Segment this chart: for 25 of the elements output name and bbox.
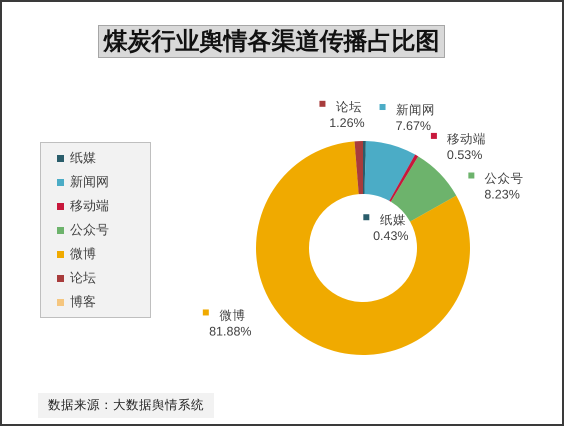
legend-label: 公众号: [484, 172, 524, 186]
data-label: 0.43%: [373, 229, 409, 244]
legend-label: 移动端: [447, 132, 486, 146]
legend-label: 博客: [70, 293, 96, 311]
donut-slice: [389, 154, 418, 202]
data-label: 81.88%: [209, 324, 252, 338]
data-label: 7.67%: [396, 119, 432, 134]
donut-slice: [364, 141, 416, 201]
source-note: 数据来源：大数据舆情系统: [38, 393, 214, 418]
category-label: 移动端: [70, 198, 109, 213]
legend-label: 纸媒: [380, 213, 406, 228]
data-label: 1.26%: [329, 116, 365, 130]
chart-title: 煤炭行业舆情各渠道传播占比图: [98, 25, 445, 58]
category-label: 公众号: [70, 222, 109, 237]
category-label: 微博: [70, 246, 96, 261]
data-label: 8.23%: [484, 188, 520, 202]
category-label: 新闻网: [70, 174, 109, 189]
category-label: 纸媒: [70, 150, 96, 165]
data-label: 0.53%: [446, 148, 482, 162]
legend-label: 新闻网: [396, 103, 435, 118]
donut-slice: [363, 141, 366, 194]
legend-label: 论坛: [336, 100, 362, 114]
category-label: 论坛: [70, 270, 96, 285]
legend-label: 微博: [219, 308, 246, 322]
donut-slice: [354, 141, 363, 194]
